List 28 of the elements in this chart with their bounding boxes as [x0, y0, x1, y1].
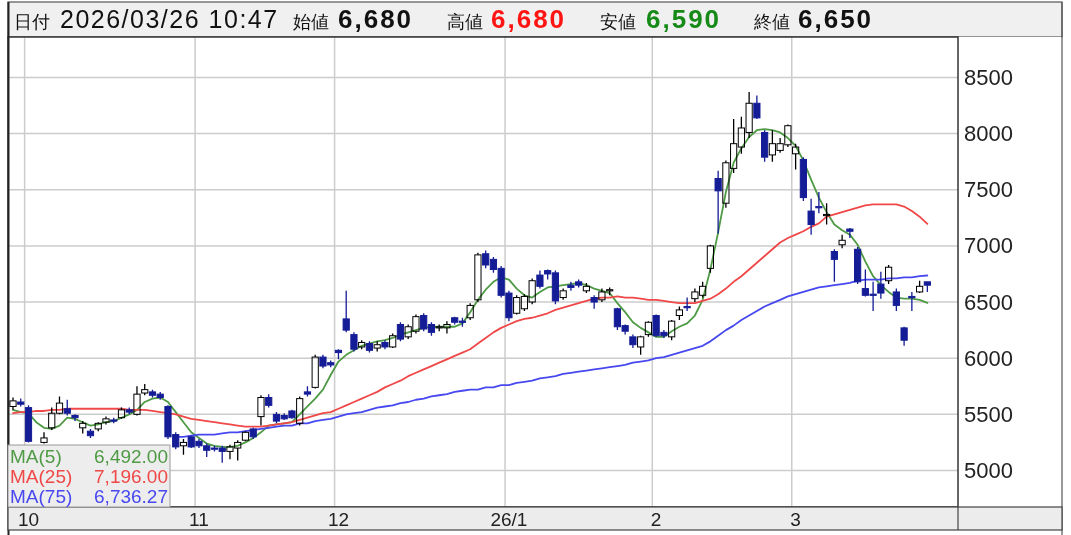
- y-tick-label: 5000: [964, 458, 1013, 483]
- x-tick-label: 10: [17, 508, 40, 530]
- y-tick-label: 7000: [964, 233, 1013, 259]
- text: 6,680: [338, 4, 414, 34]
- text: 6,650: [798, 4, 874, 34]
- text: 2026/03/26 10:47: [60, 5, 279, 33]
- x-tick-label: 26/1: [490, 508, 528, 530]
- text: 日付: [14, 12, 50, 32]
- x-tick-label: 12: [327, 508, 350, 530]
- text: 安値: [600, 12, 636, 32]
- text: 6,590: [646, 4, 722, 34]
- x-tick-label: 3: [790, 508, 801, 530]
- text: 始値: [293, 12, 329, 32]
- x-tick-label: 2: [650, 508, 662, 530]
- annotation: 6,736.27: [94, 485, 168, 507]
- y-tick-label: 6000: [964, 345, 1013, 371]
- y-tick-label: 5500: [964, 401, 1013, 427]
- y-tick-label: 7500: [964, 177, 1013, 203]
- text: 6,680: [491, 4, 567, 34]
- y-tick-label: 8500: [964, 64, 1013, 90]
- annotation: 7,196.00: [94, 465, 168, 487]
- text: 終値: [753, 12, 790, 32]
- y-tick-label: 8000: [964, 121, 1013, 147]
- text: 高値: [447, 12, 483, 32]
- annotation: 6,492.00: [94, 445, 168, 467]
- y-tick-label: 6500: [964, 289, 1013, 315]
- series-label: MA(5): [10, 445, 62, 467]
- x-tick-label: 11: [189, 508, 209, 530]
